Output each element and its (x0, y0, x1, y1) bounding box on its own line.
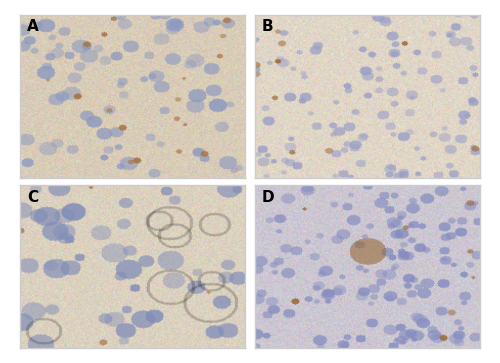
Text: B: B (262, 20, 274, 34)
Text: A: A (27, 20, 38, 34)
Text: C: C (27, 190, 38, 205)
Text: D: D (262, 190, 274, 205)
